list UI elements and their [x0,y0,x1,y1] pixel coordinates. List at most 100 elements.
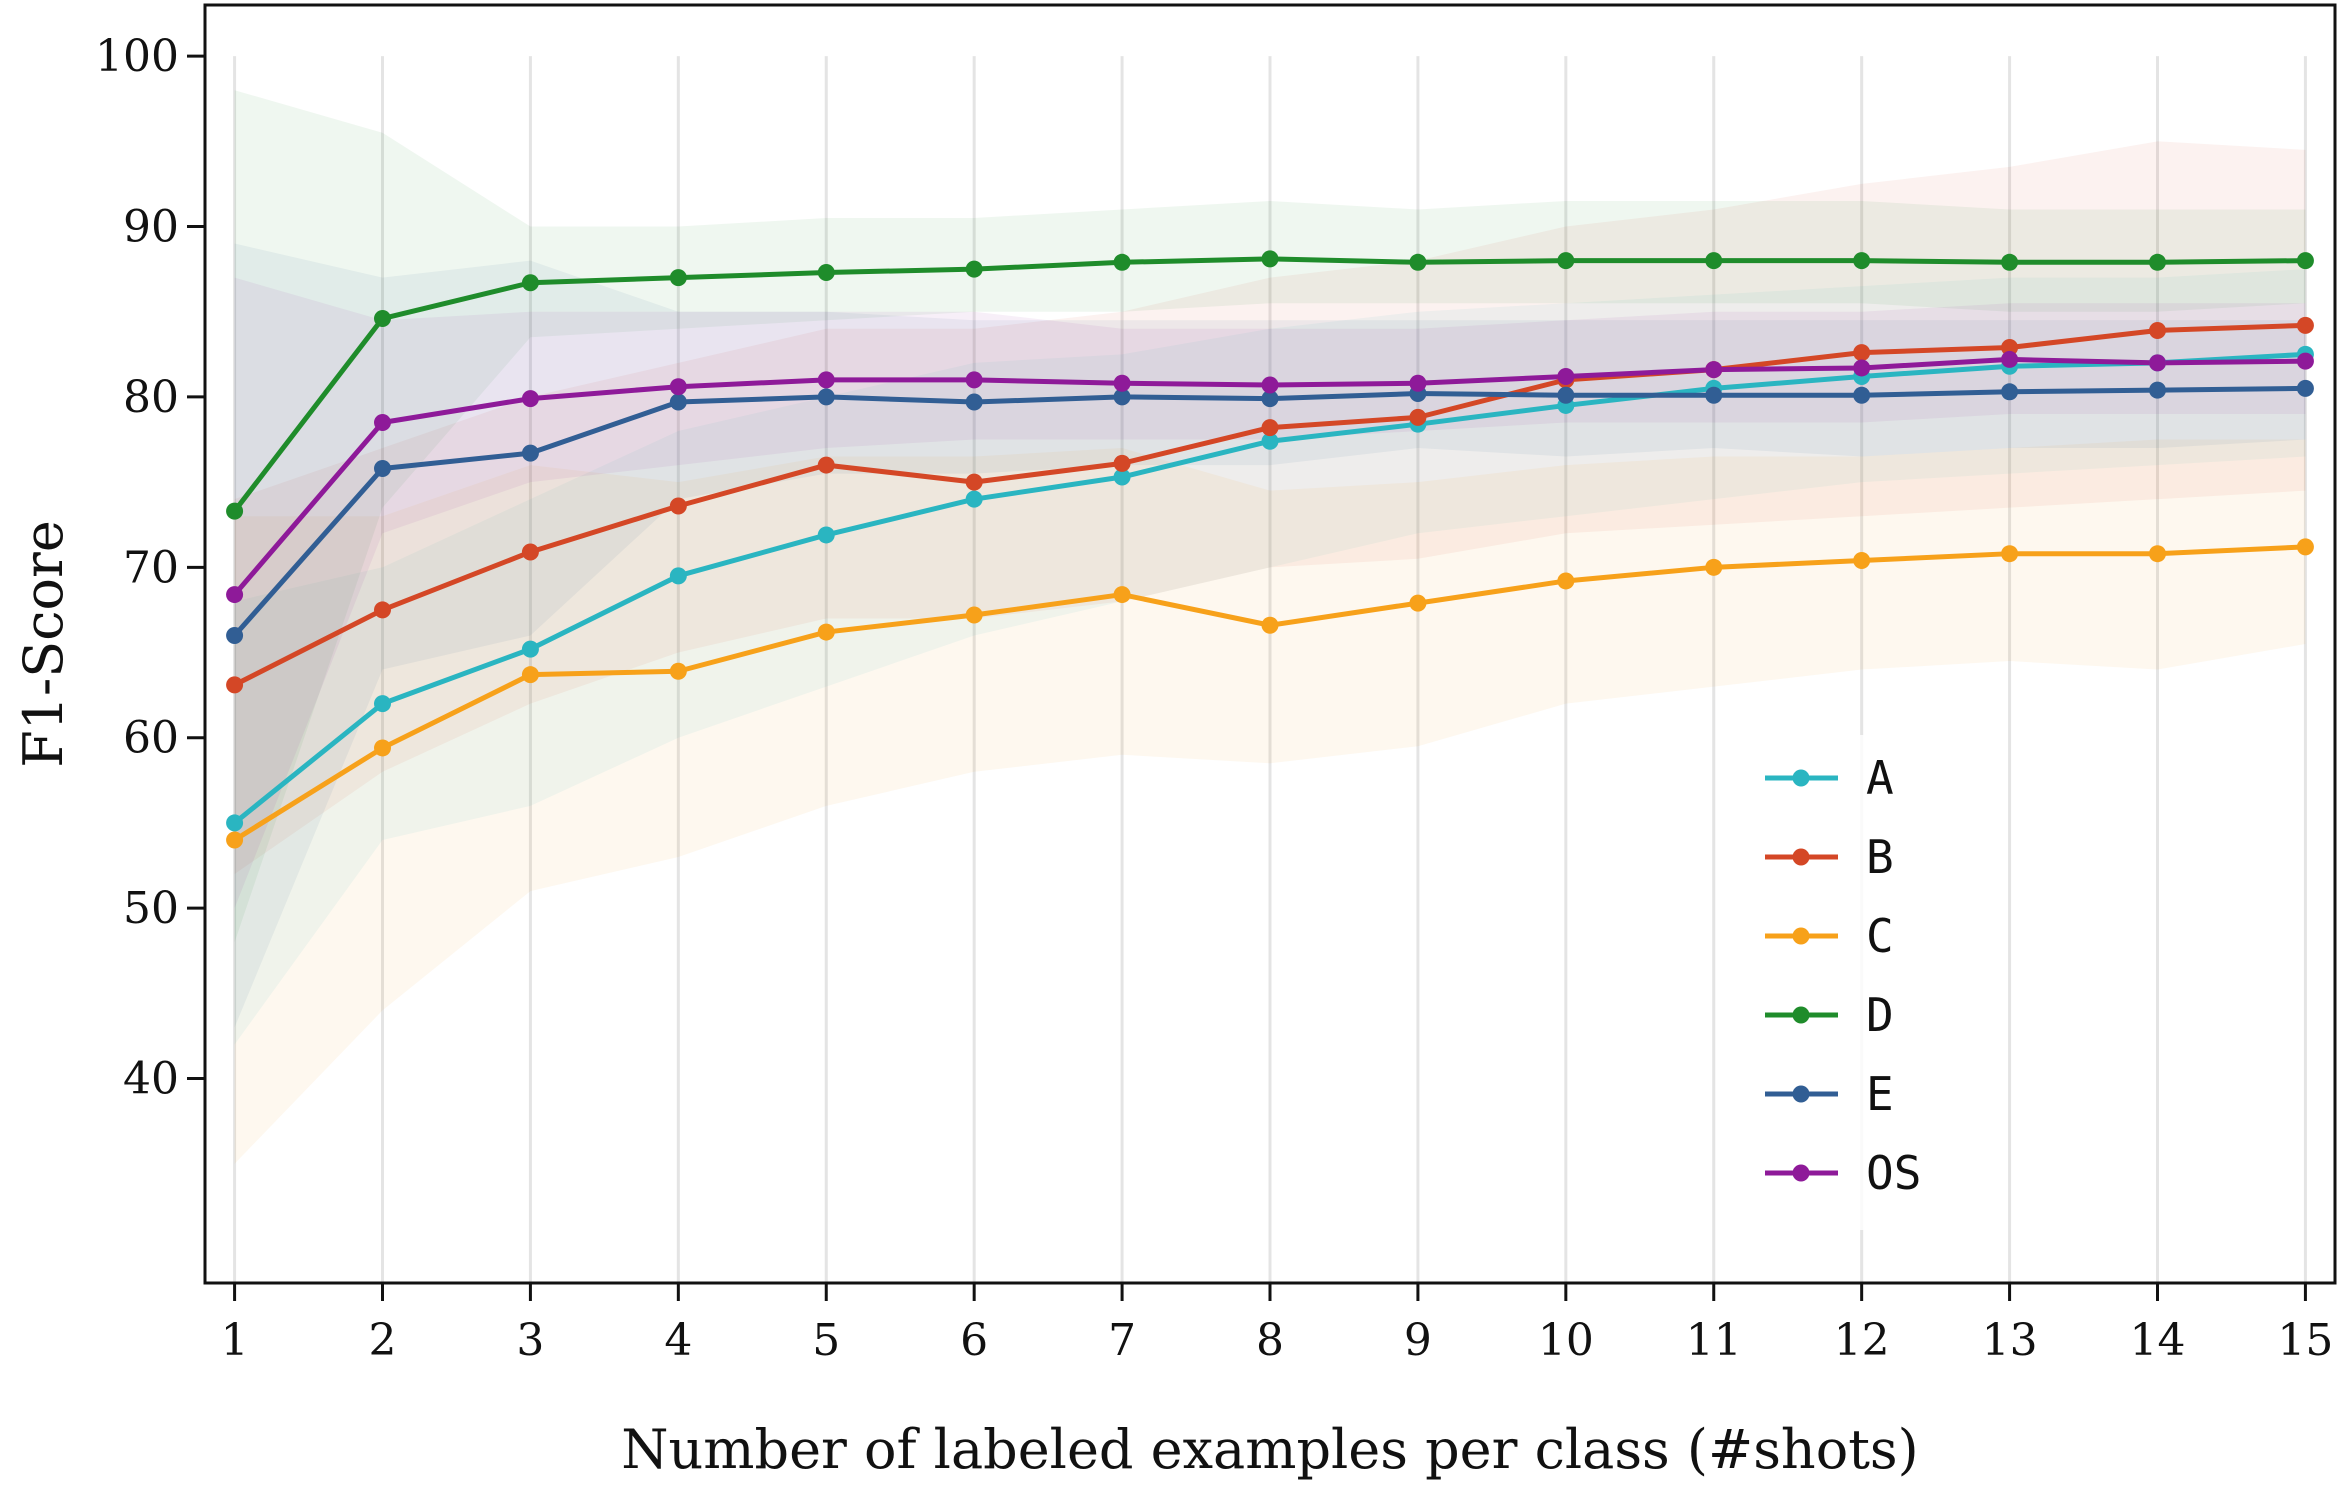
y-axis-label: F1-Score [12,520,75,768]
y-tick-label-60: 60 [123,713,179,764]
x-axis-label: Number of labeled examples per class (#s… [621,1418,1918,1481]
band-d [234,90,2306,943]
point-os-9 [1409,374,1427,392]
point-a-4 [669,567,687,585]
point-c-6 [965,606,983,624]
legend-marker-c [1792,927,1810,945]
y-tick-label-70: 70 [123,542,179,593]
point-b-3 [521,543,539,561]
point-d-14 [2149,253,2166,271]
point-d-8 [1261,250,1279,268]
point-b-12 [1853,344,1871,362]
legend-label-c: C [1866,909,1894,963]
point-e-15 [2296,379,2314,397]
point-os-13 [2001,350,2019,368]
point-d-13 [2001,253,2019,271]
y-tick-label-90: 90 [123,202,179,253]
point-c-3 [521,666,539,684]
y-tick-label-80: 80 [123,372,179,423]
legend-box [1748,735,1988,1230]
point-d-5 [817,264,835,282]
x-tick-label-7: 7 [1108,1315,1136,1366]
point-e-12 [1853,386,1871,404]
legend-label-d: D [1866,988,1894,1042]
legend-marker-os [1792,1164,1810,1182]
point-d-11 [1705,252,1723,270]
point-os-6 [965,371,983,389]
band-os [234,277,2306,909]
legend-label-b: B [1866,830,1894,884]
confidence-bands [234,90,2306,1164]
legend-item-d: D [1765,988,1894,1042]
x-axis: 1 2 3 4 5 6 7 8 9 10 11 12 13 14 15 [221,1283,2333,1366]
point-d-7 [1113,253,1131,271]
point-d-9 [1409,253,1427,271]
y-tick-label-40: 40 [123,1054,179,1105]
legend-marker-e [1792,1085,1810,1103]
point-e-1 [226,626,244,644]
point-e-5 [817,388,835,406]
legend-item-e: E [1765,1067,1894,1121]
x-tick-label-9: 9 [1404,1315,1432,1366]
legend-marker-d [1792,1006,1810,1024]
x-tick-label-5: 5 [812,1315,840,1366]
point-e-10 [1557,386,1575,404]
point-c-5 [817,623,835,641]
series-markers [226,250,2314,849]
point-b-5 [817,456,835,474]
legend-label-a: A [1866,751,1894,805]
point-c-12 [1853,552,1871,570]
point-os-5 [817,371,835,389]
point-os-1 [226,586,244,604]
point-c-8 [1261,616,1279,634]
legend-item-a: A [1765,751,1894,805]
point-d-10 [1557,252,1575,270]
x-tick-label-15: 15 [2277,1315,2333,1366]
legend-item-os: OS [1765,1146,1921,1200]
point-os-2 [374,413,391,431]
point-e-4 [669,393,687,411]
point-d-4 [669,269,687,287]
band-c [234,439,2306,1164]
point-e-8 [1261,390,1279,408]
legend-label-os: OS [1866,1146,1921,1200]
x-tick-label-6: 6 [960,1315,988,1366]
x-tick-label-2: 2 [369,1315,397,1366]
point-e-6 [965,393,983,411]
legend-label-e: E [1866,1067,1894,1121]
band-b [234,141,2306,875]
point-os-4 [669,378,687,396]
point-d-1 [226,502,244,520]
y-tick-label-50: 50 [123,883,179,934]
point-a-2 [374,695,391,713]
point-d-3 [521,274,539,292]
point-c-9 [1409,594,1427,612]
band-e [234,243,2306,1028]
point-a-5 [817,526,835,544]
point-c-11 [1705,558,1723,576]
point-c-14 [2149,545,2166,563]
x-tick-label-1: 1 [221,1315,249,1366]
point-os-14 [2149,354,2166,372]
point-os-11 [1705,361,1723,379]
x-tick-label-8: 8 [1256,1315,1284,1366]
point-a-6 [965,490,983,508]
point-e-13 [2001,383,2019,401]
point-b-1 [226,676,244,694]
point-e-11 [1705,386,1723,404]
point-b-6 [965,473,983,491]
legend-item-b: B [1765,830,1894,884]
point-d-15 [2296,252,2314,270]
point-b-7 [1113,454,1131,472]
point-os-7 [1113,374,1131,392]
y-axis: 40 50 60 70 80 90 100 [95,31,205,1105]
point-c-7 [1113,586,1131,604]
point-a-8 [1261,432,1279,450]
x-tick-label-12: 12 [1834,1315,1890,1366]
legend-marker-b [1792,848,1810,866]
point-c-1 [226,831,244,849]
point-os-3 [521,390,539,408]
